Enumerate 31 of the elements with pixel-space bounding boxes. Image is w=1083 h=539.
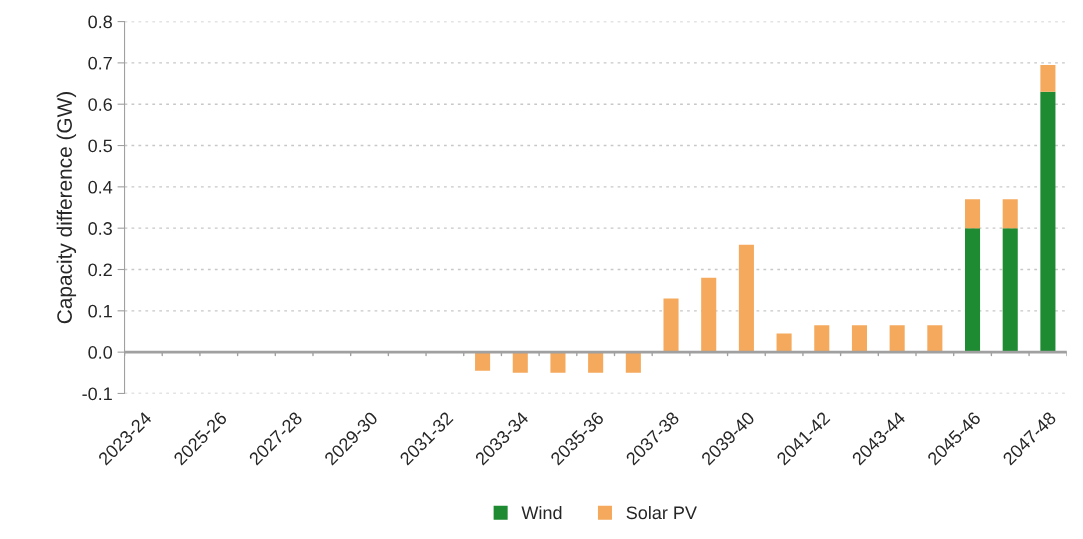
bar xyxy=(889,325,905,353)
y-tick-label: 0.3 xyxy=(88,222,112,235)
legend-label: Wind xyxy=(521,505,562,520)
bar xyxy=(550,352,566,373)
bar xyxy=(1040,91,1056,353)
bar xyxy=(1040,64,1056,92)
bar xyxy=(851,325,868,353)
y-tick-label: 0.2 xyxy=(88,263,112,277)
bar xyxy=(588,352,604,373)
bar xyxy=(701,277,717,353)
bar xyxy=(512,352,528,373)
y-axis-title: Capacity difference (GW) xyxy=(56,92,77,324)
bar xyxy=(625,352,641,373)
bar xyxy=(927,325,943,353)
bar xyxy=(738,244,754,353)
y-tick-label: 0.0 xyxy=(88,346,113,359)
bar xyxy=(965,199,981,229)
bar xyxy=(663,298,679,353)
y-tick-label: 0.8 xyxy=(88,15,112,29)
bar xyxy=(1002,228,1018,353)
y-tick-label: 0.7 xyxy=(88,56,112,70)
legend-label: Solar PV xyxy=(626,505,697,520)
y-tick-label: 0.5 xyxy=(88,139,112,153)
y-tick-label: 0.1 xyxy=(88,304,112,318)
y-tick-label: 0.4 xyxy=(88,180,113,194)
y-tick-label: -0.1 xyxy=(82,387,112,401)
bar xyxy=(965,228,981,353)
bar xyxy=(776,333,792,353)
bar xyxy=(1002,199,1018,229)
y-tick-label: 0.6 xyxy=(88,98,112,111)
bar xyxy=(814,325,830,353)
